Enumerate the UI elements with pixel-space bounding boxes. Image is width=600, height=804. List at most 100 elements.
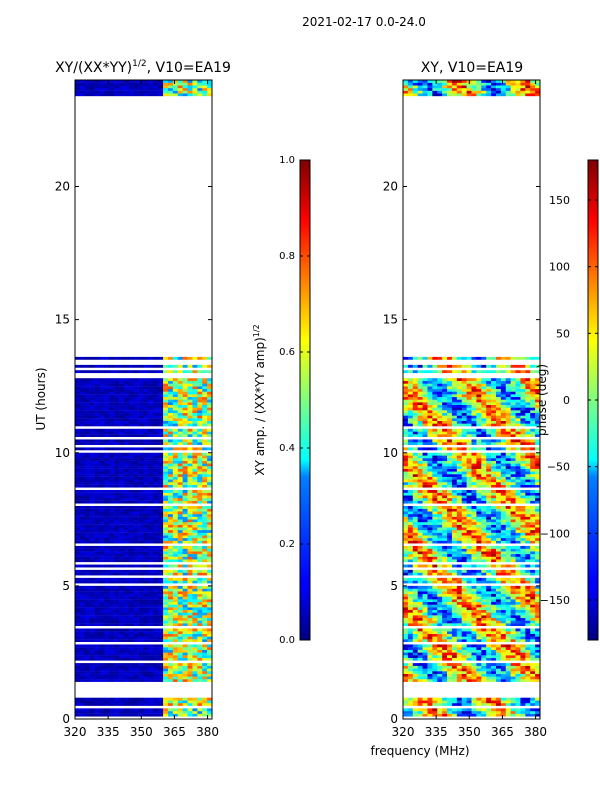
heatmap-cell (462, 652, 467, 655)
heatmap-cell (99, 666, 104, 669)
heatmap-cell (432, 613, 437, 616)
heatmap-cell (506, 700, 511, 703)
heatmap-cell (525, 541, 530, 544)
heatmap-cell (457, 666, 462, 669)
heatmap-cell (153, 511, 158, 514)
heatmap-cell (114, 402, 119, 405)
heatmap-cell (163, 407, 168, 410)
heatmap-cell (148, 538, 153, 541)
heatmap-cell (153, 644, 158, 647)
heatmap-cell (202, 407, 207, 410)
heatmap-cell (134, 453, 139, 456)
heatmap-cell (80, 519, 85, 522)
heatmap-cell (168, 708, 173, 711)
heatmap-cell (432, 514, 437, 517)
heatmap-cell (202, 589, 207, 592)
heatmap-cell (178, 514, 183, 517)
heatmap-cell (501, 525, 506, 528)
heatmap-cell (506, 530, 511, 533)
heatmap-cell (114, 714, 119, 717)
heatmap-cell (403, 615, 408, 618)
heatmap-cell (163, 613, 168, 616)
heatmap-cell (158, 623, 163, 626)
heatmap-cell (173, 418, 178, 421)
heatmap-cell (139, 644, 144, 647)
heatmap-cell (134, 466, 139, 469)
heatmap-cell (183, 533, 188, 536)
heatmap-cell (139, 557, 144, 560)
heatmap-cell (129, 634, 134, 637)
heatmap-cell (197, 519, 202, 522)
heatmap-cell (114, 652, 119, 655)
heatmap-cell (183, 647, 188, 650)
heatmap-cell (153, 610, 158, 613)
heatmap-cell (437, 658, 442, 661)
heatmap-cell (104, 463, 109, 466)
heatmap-cell (452, 698, 457, 701)
heatmap-cell (139, 474, 144, 477)
heatmap-cell (457, 599, 462, 602)
heatmap-cell (520, 714, 525, 717)
heatmap-cell (511, 620, 516, 623)
heatmap-cell (467, 591, 472, 594)
heatmap-cell (178, 557, 183, 560)
heatmap-cell (192, 400, 197, 403)
heatmap-cell (183, 501, 188, 504)
heatmap-cell (188, 655, 193, 658)
heatmap-cell (158, 639, 163, 642)
heatmap-cell (163, 565, 168, 568)
heatmap-cell (109, 415, 114, 418)
heatmap-cell (472, 565, 477, 568)
heatmap-cell (158, 407, 163, 410)
heatmap-cell (119, 714, 124, 717)
heatmap-cell (427, 573, 432, 576)
heatmap-cell (168, 485, 173, 488)
heatmap-cell (418, 514, 423, 517)
heatmap-cell (408, 615, 413, 618)
heatmap-cell (139, 439, 144, 442)
heatmap-cell (90, 671, 95, 674)
heatmap-cell (183, 522, 188, 525)
heatmap-cell (192, 522, 197, 525)
heatmap-cell (423, 631, 428, 634)
heatmap-cell (472, 554, 477, 557)
heatmap-cell (202, 429, 207, 432)
colorbar-amplitude: 0.00.20.40.60.81.0 XY amp. / (XX*YY amp)… (252, 155, 310, 646)
heatmap-cell (85, 461, 90, 464)
heatmap-cell (183, 474, 188, 477)
heatmap-cell (202, 397, 207, 400)
heatmap-cell (95, 666, 100, 669)
heatmap-cell (163, 490, 168, 493)
heatmap-cell (80, 668, 85, 671)
heatmap-cell (139, 615, 144, 618)
heatmap-cell (476, 605, 481, 608)
heatmap-cell (104, 458, 109, 461)
heatmap-cell (163, 413, 168, 416)
heatmap-cell (144, 469, 149, 472)
heatmap-cell (85, 85, 90, 88)
heatmap-cell (506, 676, 511, 679)
heatmap-cell (188, 509, 193, 512)
heatmap-cell (418, 666, 423, 669)
heatmap-cell (481, 594, 486, 597)
heatmap-cell (472, 610, 477, 613)
heatmap-cell (173, 533, 178, 536)
heatmap-cell (129, 551, 134, 554)
heatmap-cell (119, 429, 124, 432)
heatmap-cell (114, 415, 119, 418)
heatmap-cell (95, 602, 100, 605)
heatmap-cell (472, 586, 477, 589)
heatmap-cell (99, 610, 104, 613)
heatmap-cell (173, 636, 178, 639)
heatmap-cell (158, 557, 163, 560)
heatmap-cell (109, 559, 114, 562)
heatmap-cell (114, 628, 119, 631)
heatmap-cell (75, 402, 80, 405)
heatmap-cell (423, 634, 428, 637)
heatmap-cell (124, 423, 129, 426)
heatmap-cell (178, 634, 183, 637)
heatmap-cell (168, 652, 173, 655)
heatmap-cell (114, 429, 119, 432)
heatmap-cell (408, 525, 413, 528)
heatmap-cell (197, 636, 202, 639)
